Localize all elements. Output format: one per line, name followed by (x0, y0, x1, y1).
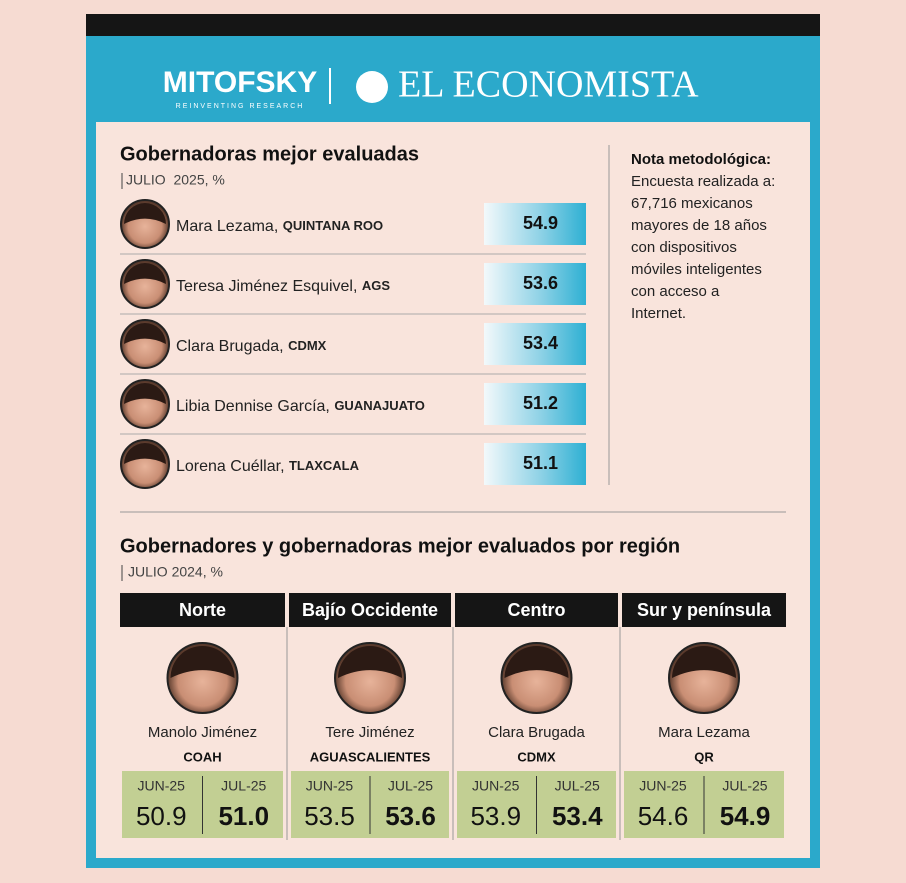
region-name: Norte (179, 600, 226, 620)
section-subtitle: JULIO 2025, % (126, 172, 225, 188)
score-value: 53.5 (304, 801, 355, 831)
region-name: Bajío Occidente (302, 600, 438, 620)
photo-hair (124, 443, 166, 464)
brand-economista: EL ECONOMISTA (398, 64, 699, 106)
note-line: 67,716 mexicanos (631, 195, 753, 212)
photo-hair (124, 383, 166, 404)
score-label: JUL-25 (722, 778, 767, 794)
region-header (455, 593, 618, 627)
governor-name: Mara Lezama, (176, 218, 278, 235)
value-box (484, 443, 586, 485)
note-line: Internet. (631, 305, 686, 322)
score-label: JUL-25 (388, 778, 433, 794)
note-line: mayores de 18 años (631, 217, 767, 234)
governor-name: Lorena Cuéllar, TLAXCALA (176, 458, 360, 475)
section-title: Gobernadoras mejor evaluadas (120, 143, 419, 165)
value: 51.1 (523, 453, 558, 473)
governor-state: QR (694, 749, 714, 764)
governor-name: Tere Jiménez (325, 724, 414, 741)
governor-name: Manolo Jiménez (148, 724, 257, 741)
score-label: JUN-25 (639, 778, 687, 794)
governor-name: Libia Dennise García, (176, 398, 330, 415)
value: 54.9 (523, 213, 558, 233)
governor-state: COAH (183, 749, 221, 764)
brand-mitofsky: MITOFSKY (163, 66, 317, 99)
governor-name: Mara Lezama (658, 724, 750, 741)
value-box (484, 323, 586, 365)
note-title: Nota metodológica: (631, 151, 771, 168)
note-line: Encuesta realizada a: (631, 173, 775, 190)
governor-name: Clara Brugada, CDMX (176, 338, 327, 355)
governor-state: TLAXCALA (289, 458, 360, 473)
governor-name: Lorena Cuéllar, (176, 458, 285, 475)
note-line: móviles inteligentes (631, 261, 762, 278)
governor-state: AGUASCALIENTES (310, 749, 431, 764)
governor-state: CDMX (517, 749, 556, 764)
score-label: JUL-25 (555, 778, 600, 794)
score-label: JUN-25 (306, 778, 354, 794)
governor-state: CDMX (288, 338, 327, 353)
photo-hair (672, 646, 736, 678)
governor-name: Teresa Jiménez Esquivel, AGS (176, 278, 390, 295)
region-header (120, 593, 285, 627)
score-value: 51.0 (218, 801, 269, 831)
score-value: 54.6 (638, 801, 689, 831)
section-subtitle: JULIO 2024, % (128, 564, 223, 580)
photo-hair (124, 323, 166, 344)
note-line: con dispositivos (631, 239, 737, 256)
photo-hair (124, 203, 166, 224)
governor-name: Mara Lezama, QUINTANA ROO (176, 218, 383, 235)
score-label: JUN-25 (138, 778, 186, 794)
section-title: Gobernadores y gobernadoras mejor evalua… (120, 535, 680, 557)
region-name: Centro (508, 600, 566, 620)
photo-hair (124, 263, 166, 284)
region-name: Sur y península (637, 600, 772, 620)
score-value: 53.9 (470, 801, 521, 831)
governor-name: Teresa Jiménez Esquivel, (176, 278, 357, 295)
note-line: con acceso a (631, 283, 720, 300)
governor-name: Libia Dennise García, GUANAJUATO (176, 398, 425, 415)
brand-tagline: REINVENTING RESEARCH (176, 103, 305, 110)
governor-name: Clara Brugada, (176, 338, 284, 355)
value: 53.6 (523, 273, 558, 293)
score-label: JUL-25 (221, 778, 266, 794)
score-value: 53.4 (552, 801, 603, 831)
photo-hair (504, 646, 569, 678)
governor-state: GUANAJUATO (334, 398, 425, 413)
governor-state: AGS (362, 278, 391, 293)
score-value: 50.9 (136, 801, 187, 831)
value-box (484, 263, 586, 305)
region-header (622, 593, 786, 627)
brand-logo (356, 71, 388, 103)
value-box (484, 383, 586, 425)
governor-state: QUINTANA ROO (283, 218, 383, 233)
value: 53.4 (523, 333, 558, 353)
value: 51.2 (523, 393, 558, 413)
score-value: 53.6 (385, 801, 436, 831)
photo-hair (338, 646, 402, 678)
region-header (289, 593, 451, 627)
governor-name: Clara Brugada (488, 724, 585, 741)
score-value: 54.9 (720, 801, 771, 831)
value-box (484, 203, 586, 245)
score-label: JUN-25 (472, 778, 520, 794)
top-bar (86, 14, 820, 36)
photo-hair (170, 646, 235, 678)
